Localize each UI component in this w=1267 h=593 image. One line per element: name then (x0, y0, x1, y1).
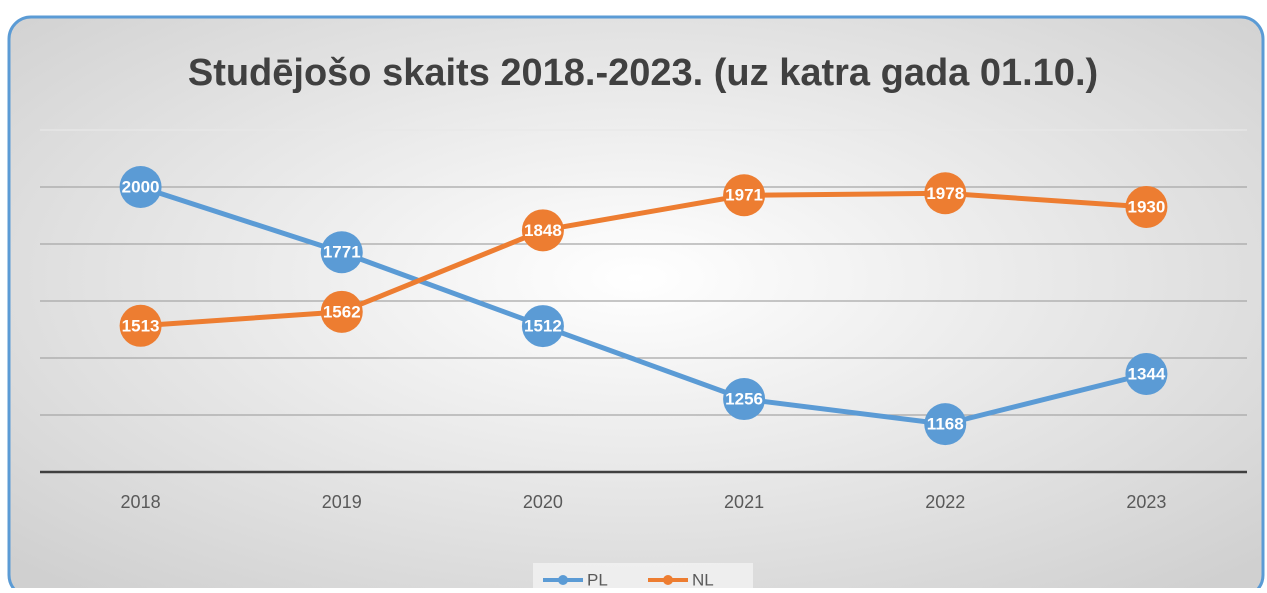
legend-box (533, 563, 753, 593)
data-label: 1513 (122, 316, 160, 335)
data-label: 1512 (524, 317, 562, 336)
data-label: 1771 (323, 243, 361, 262)
data-point (119, 166, 162, 208)
legend-marker (558, 575, 568, 585)
x-tick-label: 2020 (523, 492, 563, 512)
x-tick-label: 2023 (1126, 492, 1166, 512)
data-point (1125, 185, 1168, 228)
data-label: 1978 (926, 184, 964, 203)
data-label: 1848 (524, 221, 562, 240)
legend-label: PL (587, 570, 608, 588)
data-point (1125, 352, 1168, 395)
data-point (521, 305, 564, 348)
data-point (924, 172, 967, 215)
data-label: 1930 (1128, 197, 1166, 216)
data-point (320, 290, 363, 333)
data-label: 1256 (725, 390, 763, 409)
data-label: 1168 (927, 415, 964, 434)
data-point (320, 231, 363, 274)
legend-label: NL (692, 570, 714, 588)
data-label: 1971 (725, 186, 763, 205)
chart-title: Studējošo skaits 2018.-2023. (uz katra g… (188, 52, 1098, 94)
chart-frame (7, 15, 1265, 593)
x-tick-label: 2022 (925, 492, 965, 512)
data-label: 1562 (323, 302, 361, 321)
legend-marker (663, 575, 673, 585)
data-point (924, 403, 967, 446)
series-line (139, 184, 1148, 427)
data-label: 1344 (1128, 364, 1166, 383)
series-line (140, 190, 1147, 329)
x-tick-label: 2018 (121, 492, 161, 512)
data-point (723, 378, 766, 421)
data-point (723, 174, 766, 217)
data-label: 2000 (122, 177, 160, 196)
x-tick-label: 2021 (724, 492, 764, 512)
data-point (521, 209, 564, 252)
x-tick-label: 2019 (322, 492, 362, 512)
data-point (119, 304, 162, 347)
